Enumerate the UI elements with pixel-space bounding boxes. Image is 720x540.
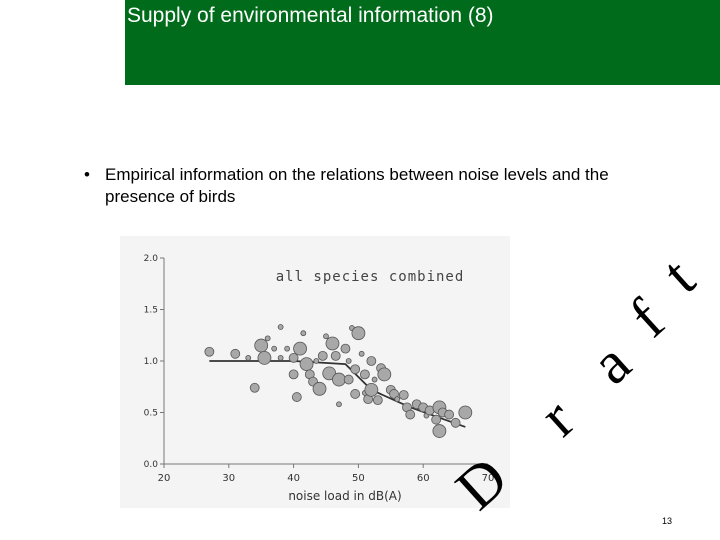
data-point <box>394 396 401 403</box>
chart: 20 30 40 50 60 70 0.0 0.5 1.0 1.5 2.0 all species … <box>120 236 510 508</box>
data-point <box>351 326 366 341</box>
data-point <box>389 389 399 399</box>
data-point <box>431 414 442 425</box>
data-point <box>359 369 370 380</box>
title-bar: Supply of environmental information (8) <box>125 0 720 85</box>
data-point <box>366 356 377 366</box>
data-point <box>271 345 278 352</box>
y-tick-label: 0.0 <box>144 460 159 470</box>
x-tick-label: 70 <box>482 473 495 484</box>
slide-title: Supply of environmental information (8) <box>127 4 494 27</box>
data-point <box>254 338 269 353</box>
watermark-letter: t <box>650 245 707 305</box>
data-point <box>264 335 271 342</box>
data-point <box>358 350 365 357</box>
data-point <box>312 381 327 396</box>
data-point <box>432 424 447 438</box>
data-point <box>372 395 383 406</box>
data-point <box>364 382 379 397</box>
data-point <box>398 390 409 400</box>
data-point <box>343 374 354 385</box>
data-point <box>293 341 307 356</box>
data-point <box>350 389 361 399</box>
data-point <box>230 348 241 359</box>
data-point <box>249 382 260 393</box>
x-tick-label: 40 <box>287 473 300 484</box>
x-axis-label: noise load in dB(A) <box>288 489 401 503</box>
watermark-letter: f <box>617 287 676 349</box>
data-point <box>325 336 340 351</box>
x-tick-label: 20 <box>158 473 171 484</box>
data-point <box>330 350 341 361</box>
x-tick-label: 50 <box>352 473 365 484</box>
data-point <box>300 330 307 337</box>
bullet-text: Empirical information on the relations b… <box>105 165 609 206</box>
data-point <box>332 372 346 387</box>
data-point <box>336 401 342 408</box>
data-point <box>345 358 352 364</box>
page-number: 13 <box>662 516 673 526</box>
x-tick-label: 60 <box>417 473 430 484</box>
scanned-figure: 20 30 40 50 60 70 0.0 0.5 1.0 1.5 2.0 all species … <box>120 236 510 508</box>
data-point <box>322 366 337 381</box>
data-point <box>350 364 361 375</box>
y-tick-label: 1.0 <box>144 357 159 367</box>
data-point <box>288 353 299 363</box>
data-point <box>405 409 416 420</box>
data-point <box>245 355 252 361</box>
data-point <box>377 367 392 382</box>
data-point <box>257 351 272 365</box>
bullet-marker: • <box>84 165 90 184</box>
data-point <box>340 343 351 354</box>
data-point <box>277 324 284 330</box>
data-point <box>444 409 455 420</box>
chart-title: all species combined <box>276 269 465 285</box>
data-point <box>204 346 215 357</box>
data-point <box>284 345 291 352</box>
data-point <box>288 369 299 380</box>
data-point <box>291 392 302 402</box>
data-point <box>371 376 378 383</box>
data-point <box>313 358 320 364</box>
data-point <box>317 350 328 361</box>
data-point <box>450 417 461 428</box>
y-tick-label: 1.5 <box>144 306 158 316</box>
y-tick-label: 2.0 <box>144 254 159 264</box>
data-point <box>458 405 473 420</box>
y-tick-label: 0.5 <box>144 409 158 419</box>
data-point <box>323 333 329 340</box>
fit-line <box>209 360 466 428</box>
figure-background <box>120 236 510 508</box>
watermark-letter: a <box>579 330 643 397</box>
x-tick-label: 30 <box>222 473 235 484</box>
watermark-letter: r <box>527 386 586 448</box>
data-point <box>277 355 284 361</box>
data-point <box>299 357 314 371</box>
